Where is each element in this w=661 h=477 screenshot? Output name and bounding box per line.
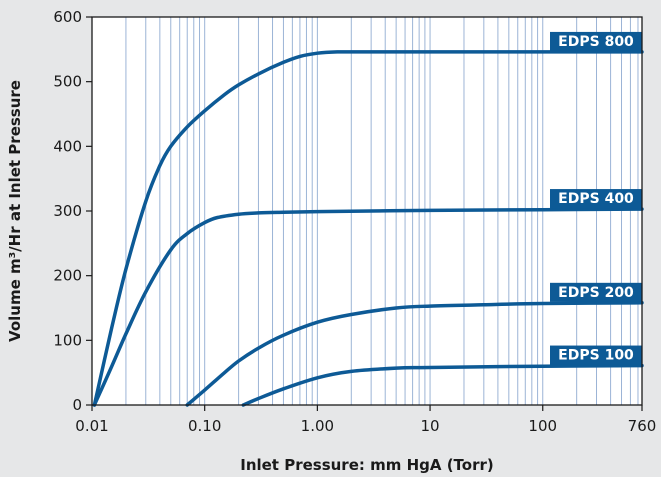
series-line-edps-200 — [185, 301, 644, 407]
y-tick-label: 400 — [53, 137, 82, 155]
series-line-edps-800 — [92, 50, 644, 407]
series-label-box-edps-400 — [550, 189, 642, 209]
x-tick-label: 0.01 — [75, 417, 108, 435]
series-labels: EDPS 800 EDPS 400 EDPS 200 EDPS 100 — [550, 31, 642, 365]
y-tick-label: 200 — [53, 267, 82, 285]
axis-ticks: 0.01 0.10 1.00 10 100 760 0 100 200 300 400 500 600 — [53, 8, 656, 435]
x-tick-label: 100 — [528, 417, 557, 435]
x-tick-label: 1.00 — [301, 417, 334, 435]
series-label-box-edps-200 — [550, 282, 642, 302]
series-label-edps-800: EDPS 800 — [558, 34, 634, 50]
series-label-edps-400: EDPS 400 — [558, 191, 634, 207]
x-axis-title: Inlet Pressure: mm HgA (Torr) — [240, 456, 494, 474]
series-label-box-edps-100 — [550, 345, 642, 365]
series-lines — [92, 50, 644, 407]
y-tick-label: 300 — [53, 202, 82, 220]
x-tick-label: 0.10 — [188, 417, 221, 435]
series-line-edps-400 — [92, 207, 644, 407]
y-tick-label: 500 — [53, 73, 82, 91]
x-tick-label: 10 — [421, 417, 440, 435]
y-tick-label: 600 — [53, 8, 82, 26]
series-label-edps-200: EDPS 200 — [558, 285, 634, 301]
y-tick-label: 100 — [53, 331, 82, 349]
series-line-edps-100 — [241, 363, 644, 407]
y-tick-label: 0 — [72, 396, 82, 414]
series-label-box-edps-800 — [550, 31, 642, 51]
x-tick-label: 760 — [628, 417, 657, 435]
series-label-edps-100: EDPS 100 — [558, 348, 634, 364]
y-axis-title: Volume m³/Hr at Inlet Pressure — [6, 80, 24, 342]
